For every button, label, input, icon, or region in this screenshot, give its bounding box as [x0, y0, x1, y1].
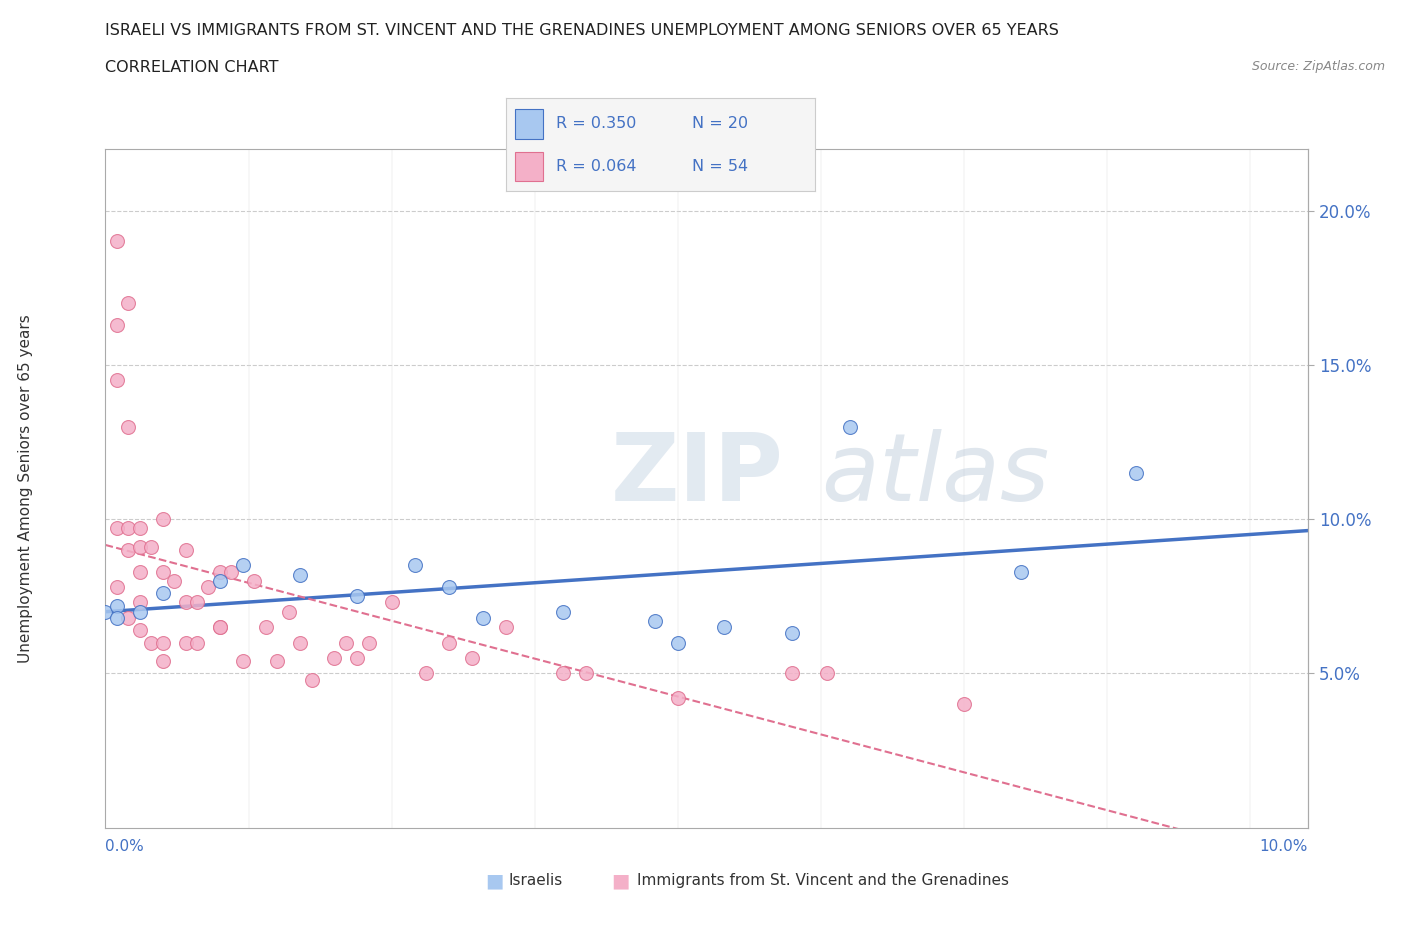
Point — [838, 419, 860, 434]
Point — [208, 574, 231, 589]
Text: ZIP: ZIP — [610, 429, 783, 521]
Text: CORRELATION CHART: CORRELATION CHART — [105, 60, 278, 75]
Point — [117, 542, 139, 557]
Point — [1010, 565, 1032, 579]
Point — [335, 635, 357, 650]
Point — [105, 373, 128, 388]
Point — [163, 574, 186, 589]
Point — [288, 567, 311, 582]
Point — [128, 539, 150, 554]
Point — [128, 604, 150, 619]
Point — [277, 604, 299, 619]
Text: Unemployment Among Seniors over 65 years: Unemployment Among Seniors over 65 years — [18, 314, 32, 662]
Point — [346, 651, 368, 666]
Point — [94, 604, 117, 619]
Point — [232, 654, 254, 669]
Point — [381, 595, 404, 610]
Point — [232, 558, 254, 573]
Point — [105, 317, 128, 332]
Point — [323, 651, 346, 666]
Point — [437, 579, 460, 594]
Text: Immigrants from St. Vincent and the Grenadines: Immigrants from St. Vincent and the Gren… — [637, 873, 1010, 888]
FancyBboxPatch shape — [516, 109, 543, 139]
Point — [404, 558, 426, 573]
Text: atlas: atlas — [821, 429, 1049, 520]
Text: 10.0%: 10.0% — [1260, 839, 1308, 854]
Point — [815, 666, 838, 681]
Point — [953, 697, 976, 711]
Point — [666, 635, 689, 650]
Point — [346, 589, 368, 604]
Point — [254, 619, 277, 634]
Point — [288, 635, 311, 650]
Point — [782, 626, 804, 641]
Point — [128, 521, 150, 536]
Text: Source: ZipAtlas.com: Source: ZipAtlas.com — [1251, 60, 1385, 73]
Point — [472, 610, 495, 625]
Point — [197, 579, 219, 594]
Point — [221, 565, 243, 579]
Point — [105, 610, 128, 625]
Point — [128, 565, 150, 579]
Text: ■: ■ — [485, 871, 503, 890]
FancyBboxPatch shape — [516, 152, 543, 181]
Text: 0.0%: 0.0% — [105, 839, 145, 854]
Point — [495, 619, 517, 634]
Text: Israelis: Israelis — [509, 873, 564, 888]
Point — [666, 691, 689, 706]
Point — [174, 542, 197, 557]
Point — [174, 595, 197, 610]
Point — [437, 635, 460, 650]
Point — [553, 666, 575, 681]
Point — [141, 635, 163, 650]
Point — [117, 296, 139, 311]
Point — [782, 666, 804, 681]
Point — [357, 635, 380, 650]
Point — [117, 610, 139, 625]
Text: ■: ■ — [612, 871, 630, 890]
Point — [128, 595, 150, 610]
Point — [208, 565, 231, 579]
Point — [208, 619, 231, 634]
Text: R = 0.064: R = 0.064 — [555, 159, 636, 174]
Point — [713, 619, 735, 634]
Point — [415, 666, 437, 681]
Point — [152, 654, 174, 669]
Point — [152, 586, 174, 601]
Point — [186, 635, 208, 650]
Point — [152, 635, 174, 650]
Point — [105, 521, 128, 536]
Point — [152, 565, 174, 579]
Point — [117, 419, 139, 434]
Point — [575, 666, 598, 681]
Point — [266, 654, 288, 669]
Point — [301, 672, 323, 687]
Point — [243, 574, 266, 589]
Point — [105, 579, 128, 594]
Point — [152, 512, 174, 526]
Point — [208, 619, 231, 634]
Text: R = 0.350: R = 0.350 — [555, 116, 636, 131]
Text: N = 54: N = 54 — [692, 159, 748, 174]
Point — [174, 635, 197, 650]
Point — [141, 539, 163, 554]
Point — [128, 623, 150, 638]
Point — [553, 604, 575, 619]
Point — [186, 595, 208, 610]
Point — [105, 598, 128, 613]
Point — [105, 234, 128, 249]
Point — [461, 651, 484, 666]
Point — [644, 614, 666, 629]
Text: N = 20: N = 20 — [692, 116, 748, 131]
Point — [1125, 465, 1147, 480]
Text: ISRAELI VS IMMIGRANTS FROM ST. VINCENT AND THE GRENADINES UNEMPLOYMENT AMONG SEN: ISRAELI VS IMMIGRANTS FROM ST. VINCENT A… — [105, 23, 1059, 38]
Point — [117, 521, 139, 536]
